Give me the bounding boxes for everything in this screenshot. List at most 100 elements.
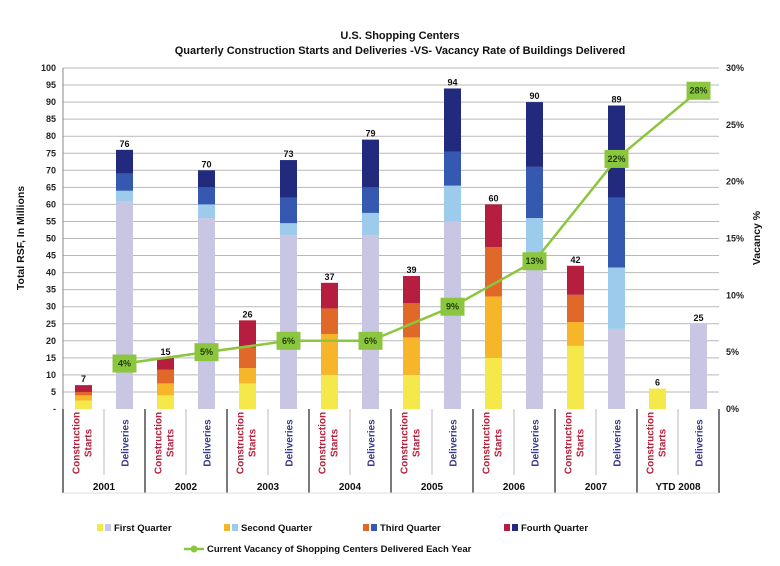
group-label: 2007 [585, 482, 608, 493]
starts-bar-segment-q3 [403, 303, 420, 338]
starts-bar-segment-q4 [567, 265, 584, 295]
group-label: 2001 [93, 482, 116, 493]
deliveries-total-label: 90 [529, 91, 539, 101]
deliveries-bar-segment-q2 [280, 223, 297, 236]
starts-total-label: 42 [570, 255, 580, 265]
category-label-deliveries: Deliveries [695, 419, 706, 467]
starts-bar-segment-q2 [403, 337, 420, 375]
category-label-starts: Construction [482, 412, 493, 474]
y-tick-label: 25 [46, 319, 56, 329]
deliveries-total-label: 73 [283, 149, 293, 159]
legend-label-vacancy: Current Vacancy of Shopping Centers Deli… [207, 544, 472, 555]
chart-title: U.S. Shopping Centers [340, 30, 459, 42]
deliveries-total-label: 89 [611, 95, 621, 105]
y-tick-label: 40 [46, 268, 56, 278]
starts-bar-segment-q2 [321, 333, 338, 375]
y2-tick-label: 20% [726, 177, 744, 187]
y2-tick-label: 30% [726, 63, 744, 73]
legend-swatch-deliveries [105, 524, 111, 531]
group-label: 2003 [257, 482, 280, 493]
starts-total-label: 7 [81, 374, 86, 384]
vacancy-marker [604, 149, 629, 168]
vacancy-label: 28% [689, 86, 707, 96]
legend-label: First Quarter [114, 523, 172, 534]
starts-bar-segment-q4 [485, 204, 502, 248]
starts-bar-segment-q1 [567, 345, 584, 409]
starts-total-label: 39 [406, 265, 416, 275]
y2-axis-title: Vacancy % [751, 210, 763, 265]
y-tick-label: 20 [46, 336, 56, 346]
deliveries-bar-segment-q4 [116, 149, 133, 174]
y-tick-label: 30 [46, 302, 56, 312]
deliveries-bar-segment-q3 [444, 151, 461, 186]
starts-bar-segment-q1 [321, 374, 338, 409]
deliveries-total-label: 94 [447, 77, 457, 87]
legend-swatch-starts [97, 524, 103, 531]
y-axis-title: Total RSF, In Millions [15, 186, 27, 290]
group-label: YTD 2008 [655, 482, 700, 493]
category-label-deliveries: Deliveries [613, 419, 624, 467]
y2-tick-label: 10% [726, 290, 744, 300]
legend-label: Fourth Quarter [521, 523, 588, 534]
y2-tick-label: 25% [726, 120, 744, 130]
y-tick-label: 95 [46, 80, 56, 90]
y-tick-label: 80 [46, 131, 56, 141]
y-axis-ticks: - 5 10 15 20 25 30 35 40 45 50 55 60 65 70 75 80 85 90 95 10… [41, 63, 56, 414]
group-label: 2005 [421, 482, 444, 493]
deliveries-total-label: 79 [365, 129, 375, 139]
deliveries-bar-segment-q4 [526, 102, 543, 167]
starts-bar-segment-q4 [75, 385, 92, 392]
category-label-starts: Starts [330, 428, 341, 457]
starts-bar-segment-q1 [239, 383, 256, 409]
legend-swatch-starts [363, 524, 369, 531]
deliveries-bar-segment-q4 [198, 170, 215, 188]
category-label-starts: Starts [576, 428, 587, 457]
category-label-starts: Starts [248, 428, 259, 457]
vacancy-line-path [124, 89, 700, 365]
vacancy-marker [522, 252, 547, 271]
deliveries-bar-segment-q2 [444, 185, 461, 222]
y-tick-label: 45 [46, 251, 56, 261]
y-tick-label: 85 [46, 114, 56, 124]
y-tick-label: 90 [46, 97, 56, 107]
legend-swatch-deliveries [512, 524, 518, 531]
y-tick-label: 70 [46, 165, 56, 175]
legend-line-marker [190, 545, 198, 553]
deliveries-total-label: 76 [119, 139, 129, 149]
deliveries-bar-segment-q1 [690, 323, 707, 409]
category-label-starts: Construction [154, 412, 165, 474]
y2-tick-label: 5% [726, 347, 739, 357]
vacancy-label: 6% [282, 336, 295, 346]
category-label-starts: Construction [236, 412, 247, 474]
legend-swatch-deliveries [371, 524, 377, 531]
category-label-starts: Starts [412, 428, 423, 457]
x-axis: Construction Starts Deliveries2001Construc… [62, 409, 720, 494]
starts-bar-segment-q2 [567, 322, 584, 346]
group-label: 2004 [339, 482, 362, 493]
vacancy-marker [358, 331, 383, 350]
starts-bar-segment-q4 [239, 320, 256, 348]
legend-swatch-starts [224, 524, 230, 531]
vacancy-label: 6% [364, 336, 377, 346]
category-label-starts: Starts [658, 428, 669, 457]
starts-bar-segment-q2 [485, 296, 502, 358]
vacancy-marker [194, 343, 219, 362]
y-tick-label: 50 [46, 234, 56, 244]
deliveries-bar-segment-q2 [608, 267, 625, 329]
deliveries-bar-segment-q1 [280, 235, 297, 409]
deliveries-bar-segment-q2 [198, 204, 215, 219]
chart-subtitle: Quarterly Construction Starts and Delive… [175, 45, 626, 57]
starts-bar-segment-q4 [403, 276, 420, 304]
legend-label: Third Quarter [380, 523, 441, 534]
starts-bar-segment-q3 [321, 308, 338, 334]
y2-axis-ticks: 0% 5% 10% 15% 20% 25% 30% [726, 63, 744, 414]
category-label-starts: Construction [72, 412, 83, 474]
deliveries-bar-segment-q4 [362, 139, 379, 188]
y2-tick-label: 15% [726, 234, 744, 244]
vacancy-marker [686, 81, 711, 100]
starts-bar-segment-q2 [239, 368, 256, 384]
deliveries-bar-segment-q4 [280, 160, 297, 198]
deliveries-bar-segment-q2 [362, 212, 379, 236]
y-tick-label: 60 [46, 199, 56, 209]
y-tick-label: 10 [46, 370, 56, 380]
